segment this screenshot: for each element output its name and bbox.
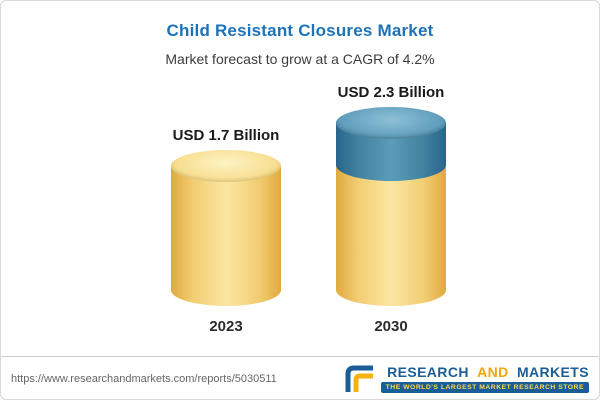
growth-segment [336,107,446,181]
category-label-2023: 2023 [209,318,243,335]
category-label-2030: 2030 [374,318,408,335]
chart-subtitle: Market forecast to grow at a CAGR of 4.2… [165,51,435,67]
logo-tagline: THE WORLD'S LARGEST MARKET RESEARCH STOR… [380,382,589,393]
logo-text: RESEARCH AND MARKETS THE WORLD'S LARGEST… [380,363,589,393]
logo-wordmark: RESEARCH AND MARKETS [387,363,589,380]
logo-word-research: RESEARCH [387,363,469,380]
value-label-2023: USD 1.7 Billion [172,127,280,144]
bar-2023 [171,150,281,306]
footer-divider [1,356,599,357]
chart-title: Child Resistant Closures Market [166,21,434,40]
value-label-2030: USD 2.3 Billion [337,84,445,101]
researchandmarkets-logo: RESEARCH AND MARKETS THE WORLD'S LARGEST… [345,363,589,393]
bar-group-2023: USD 1.7 Billion 2023 [171,127,281,335]
source-url: https://www.researchandmarkets.com/repor… [11,373,277,385]
bar-group-2030: USD 2.3 Billion 2030 [336,84,446,335]
logo-mark-icon [345,365,373,392]
bar-2030 [336,107,446,306]
cylinder-top-ellipse [171,150,281,182]
logo-word-and: AND [477,363,509,380]
cylinder-top-ellipse [336,107,446,139]
logo-word-markets: MARKETS [516,363,589,380]
